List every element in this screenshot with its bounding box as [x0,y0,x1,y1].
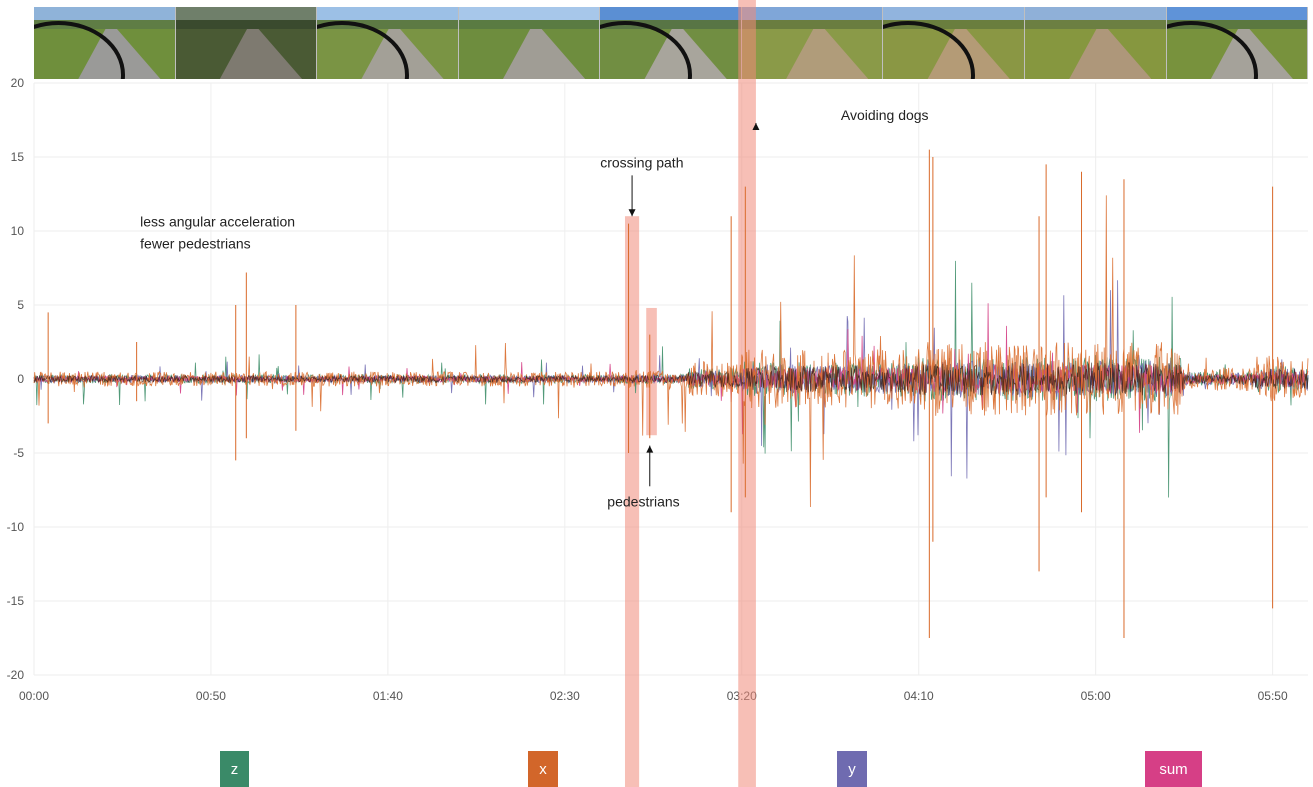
legend-toggle-y[interactable]: y [837,751,867,787]
x-tick-label: 04:10 [904,689,934,703]
video-thumbnail-strip [34,7,1309,79]
x-tick-label: 05:00 [1081,689,1111,703]
legend-toggle-z[interactable]: z [220,751,249,787]
annotation-text: less angular acceleration [140,214,295,230]
x-tick-label: 00:00 [19,689,49,703]
annotation-text: fewer pedestrians [140,236,251,252]
x-tick-label: 05:50 [1258,689,1288,703]
legend-toggle-sum[interactable]: sum [1145,751,1202,787]
video-frame-thumbnail [458,7,601,79]
video-frame-thumbnail [175,7,318,79]
y-tick-label: -20 [7,668,25,682]
annotation-text: crossing path [600,154,683,170]
y-tick-label: 5 [17,298,24,312]
x-tick-label: 01:40 [373,689,403,703]
x-tick-label: 02:30 [550,689,580,703]
annotation-text: pedestrians [607,493,679,509]
video-frame-thumbnail [883,7,1025,79]
y-tick-label: 20 [11,76,25,90]
video-frame-thumbnail [34,7,176,79]
y-tick-label: -10 [7,520,25,534]
y-tick-label: -15 [7,594,25,608]
x-tick-label: 00:50 [196,689,226,703]
y-tick-label: -5 [13,446,24,460]
annotation-arrowhead [646,445,654,453]
annotation-arrowhead [628,209,636,217]
event-highlight-band [646,307,657,436]
annotation-arrowhead [752,122,760,130]
legend-toggle-x[interactable]: x [528,751,558,787]
video-frame-thumbnail [600,7,742,79]
y-tick-label: 15 [11,150,25,164]
video-frame-thumbnail [317,7,459,79]
y-tick-label: 0 [17,372,24,386]
video-frame-thumbnail [1024,7,1167,79]
video-frame-thumbnail [741,7,884,79]
video-frame-thumbnail [1166,7,1309,79]
annotation-text: Avoiding dogs [841,107,929,123]
y-tick-label: 10 [11,224,25,238]
